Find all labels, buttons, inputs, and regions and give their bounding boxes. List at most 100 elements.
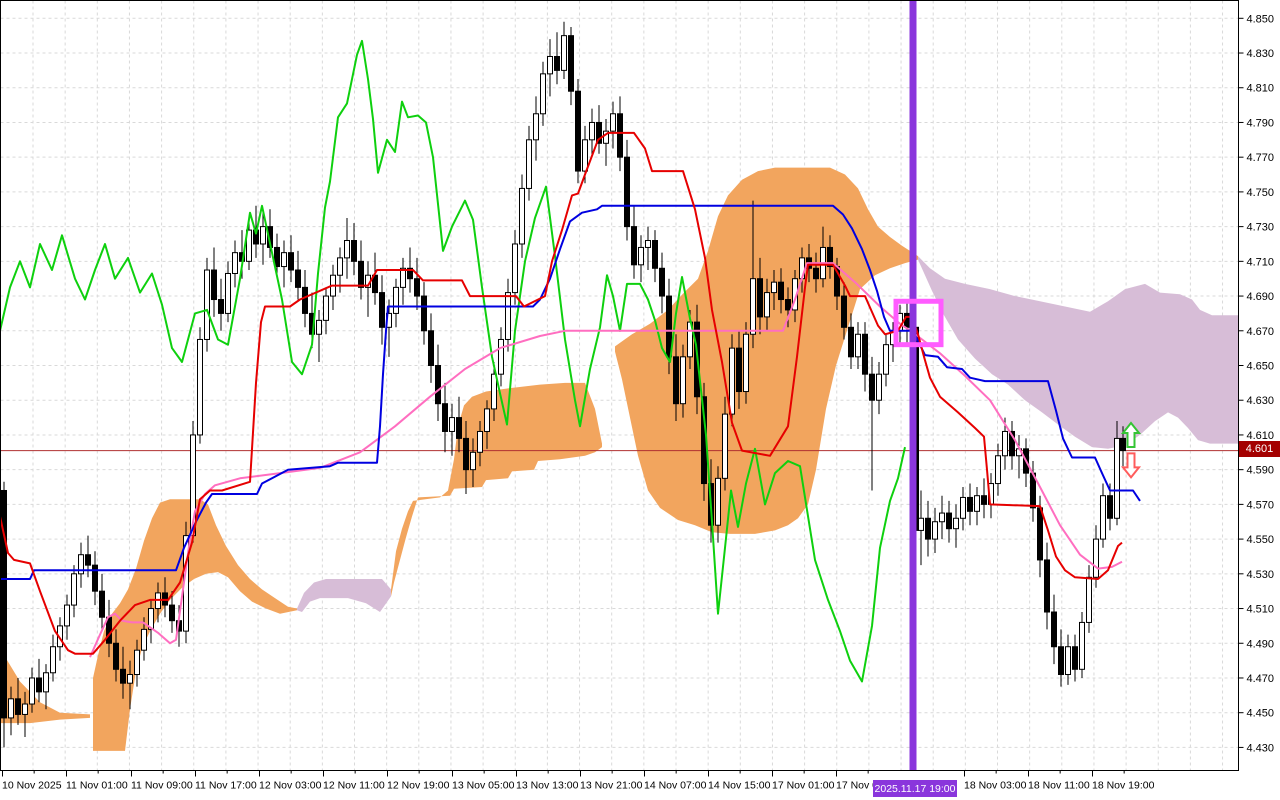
candle-up: [533, 113, 539, 141]
candle-up: [484, 408, 490, 432]
candle-up: [232, 252, 238, 274]
time-tick-label: 10 Nov 2025: [2, 780, 62, 792]
candle-down: [862, 333, 868, 375]
candle-up: [393, 286, 399, 314]
candle-up: [141, 628, 147, 651]
price-tick-label: 4.750: [1247, 187, 1275, 199]
candle-up: [771, 281, 777, 294]
candle-down: [666, 295, 672, 358]
price-tick-label: 4.530: [1247, 569, 1275, 581]
candle-down: [1037, 507, 1043, 561]
price-tick-label: 4.430: [1247, 742, 1275, 754]
candle-down: [827, 246, 833, 268]
price-tick-label: 4.510: [1247, 604, 1275, 616]
candle-up: [505, 292, 511, 340]
time-cursor-badge: 2025.11.17 19:00: [873, 780, 957, 797]
arrow-up-icon[interactable]: [1120, 421, 1142, 448]
candle-down: [407, 267, 413, 280]
candle-down: [841, 295, 847, 328]
time-tick-label: 11 Nov 17:00: [195, 780, 257, 792]
candle-up: [750, 278, 756, 335]
candle-up: [589, 121, 595, 141]
candle-down: [295, 269, 301, 288]
candle-down: [946, 512, 952, 530]
arrow-down-icon[interactable]: [1120, 452, 1142, 479]
candle-down: [379, 292, 385, 328]
candle-down: [925, 517, 931, 540]
price-tick-label: 4.490: [1247, 638, 1275, 650]
candle-down: [274, 246, 280, 268]
price-tick-label: 4.630: [1247, 395, 1275, 407]
candle-down: [904, 312, 910, 328]
time-cursor-line[interactable]: [909, 0, 917, 771]
price-tick-label: 4.610: [1247, 430, 1275, 442]
candle-up: [8, 698, 14, 719]
candle-up: [323, 295, 329, 321]
candle-up: [715, 477, 721, 526]
candle-up: [197, 338, 203, 436]
highlight-rectangle[interactable]: [893, 298, 944, 348]
price-tick-label: 4.670: [1247, 326, 1275, 338]
candle-up: [582, 139, 588, 172]
time-tick-label: 12 Nov 19:00: [387, 780, 450, 792]
candle-down: [617, 113, 623, 158]
candle-down: [456, 417, 462, 439]
candle-up: [1100, 495, 1106, 540]
candle-up: [78, 554, 84, 575]
candle-up: [449, 417, 455, 432]
candle-down: [1009, 430, 1015, 457]
price-tick-label: 4.730: [1247, 222, 1275, 234]
candle-up: [722, 413, 728, 479]
candle-up: [876, 373, 882, 401]
candle-down: [757, 278, 763, 318]
candle-up: [680, 356, 686, 405]
price-tick-label: 4.790: [1247, 117, 1275, 129]
kumo-bullish-3-cloud: [391, 382, 602, 597]
candle-down: [120, 668, 126, 684]
candle-up: [127, 674, 133, 684]
candle-down: [1051, 611, 1057, 648]
candle-down: [92, 564, 98, 592]
candle-down: [673, 356, 679, 405]
candle-down: [358, 260, 364, 288]
candle-up: [918, 517, 924, 531]
candle-down: [15, 698, 21, 715]
candle-down: [848, 326, 854, 358]
candle-down: [421, 295, 427, 332]
price-tick-label: 4.710: [1247, 256, 1275, 268]
candle-up: [148, 608, 154, 630]
time-tick-label: 13 Nov 13:00: [516, 780, 579, 792]
kumo-bearish-2-cloud: [918, 256, 1238, 449]
candle-down: [442, 403, 448, 432]
candle-up: [610, 113, 616, 132]
candle-down: [568, 35, 574, 92]
candle-up: [1065, 646, 1071, 676]
candle-down: [463, 437, 469, 471]
kumo-bullish-2-cloud: [93, 499, 297, 751]
candle-up: [764, 292, 770, 318]
price-tick-label: 4.550: [1247, 534, 1275, 546]
candle-down: [1044, 559, 1050, 613]
candle-down: [36, 677, 42, 693]
price-tick-label: 4.570: [1247, 499, 1275, 511]
candle-up: [960, 496, 966, 519]
candle-down: [288, 252, 294, 271]
price-tick-label: 4.770: [1247, 152, 1275, 164]
candle-up: [204, 269, 210, 340]
candle-down: [785, 299, 791, 311]
candle-up: [29, 677, 35, 705]
candle-down: [218, 299, 224, 314]
candle-down: [211, 269, 217, 301]
candle-up: [337, 257, 343, 276]
time-tick-label: 12 Nov 03:00: [259, 780, 322, 792]
price-tick-label: 4.650: [1247, 361, 1275, 373]
candle-up: [540, 73, 546, 115]
candle-down: [659, 267, 665, 297]
candle-down: [736, 347, 742, 393]
candle-down: [99, 590, 105, 618]
kijun-sen-line: [0, 204, 1141, 580]
candle-up: [645, 240, 651, 248]
candle-up: [729, 347, 735, 415]
